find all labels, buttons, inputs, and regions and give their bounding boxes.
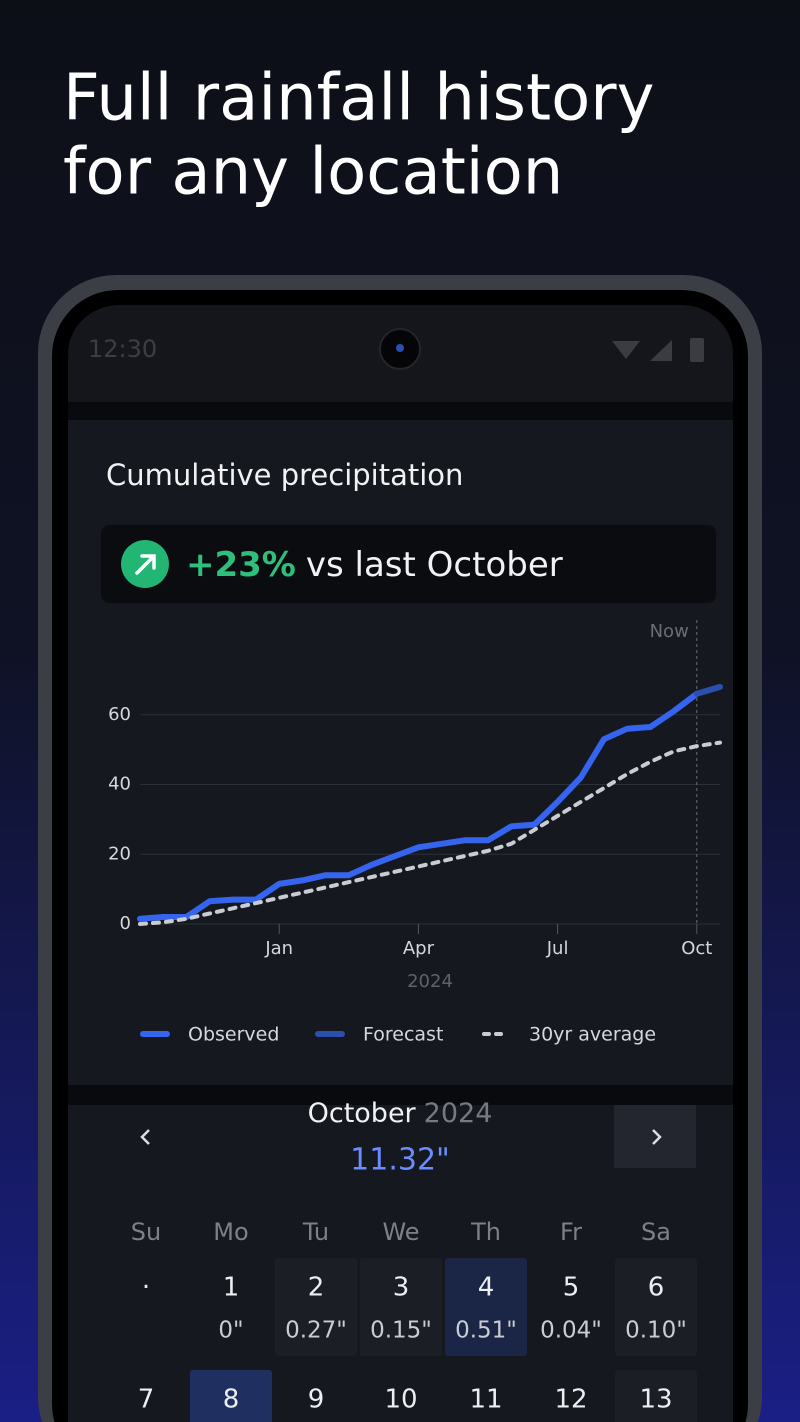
day-number[interactable]: 2 xyxy=(308,1273,325,1303)
day-number[interactable]: 12 xyxy=(554,1385,587,1415)
headline: for any location xyxy=(63,136,563,210)
y-tick-label: 0 xyxy=(120,913,131,934)
day-amount: 0.10" xyxy=(625,1318,687,1344)
series-line xyxy=(137,690,700,922)
y-tick-label: 60 xyxy=(108,704,131,725)
year: 2024 xyxy=(424,1098,493,1129)
headline: Full rainfall history xyxy=(63,62,654,136)
x-axis-label: 2024 xyxy=(407,971,453,992)
day-number[interactable]: 10 xyxy=(384,1385,417,1415)
day-amount: 0" xyxy=(218,1318,243,1344)
chart-card xyxy=(68,420,733,1085)
camera-lens xyxy=(396,344,404,352)
x-tick-label: Jan xyxy=(264,938,293,959)
day-amount: 0.15" xyxy=(370,1318,432,1344)
day-number[interactable]: 1 xyxy=(223,1273,240,1303)
badge-text: +23% vs last October xyxy=(186,545,563,585)
day-number[interactable]: 4 xyxy=(478,1273,495,1303)
y-tick-label: 40 xyxy=(108,774,131,795)
calendar-total: 11.32" xyxy=(350,1143,450,1178)
badge-change: +23% xyxy=(186,545,296,585)
day-number[interactable]: 9 xyxy=(308,1385,325,1415)
series-line xyxy=(138,740,722,926)
day-highlight xyxy=(190,1370,272,1422)
weekday: Sa xyxy=(641,1218,671,1246)
day-number[interactable]: 11 xyxy=(469,1385,502,1415)
day-number[interactable]: 6 xyxy=(648,1273,665,1303)
day-highlight xyxy=(275,1258,357,1356)
day-highlight xyxy=(615,1258,697,1356)
day-number[interactable]: · xyxy=(142,1273,150,1303)
badge-label: vs last October xyxy=(306,545,563,585)
x-tick-label: Oct xyxy=(681,938,712,959)
next-button[interactable] xyxy=(614,1105,696,1168)
day-amount: 0.04" xyxy=(540,1318,602,1344)
weekday: Fr xyxy=(560,1218,582,1246)
legend-label: Observed xyxy=(188,1024,279,1046)
day-number[interactable]: 5 xyxy=(563,1273,580,1303)
y-tick-label: 20 xyxy=(108,843,131,864)
weekday: We xyxy=(382,1218,419,1246)
day-highlight xyxy=(360,1258,442,1356)
legend-label: Forecast xyxy=(363,1024,443,1046)
legend-label: 30yr average xyxy=(529,1024,656,1046)
weekday: Th xyxy=(470,1218,501,1246)
x-tick-label: Apr xyxy=(403,938,435,959)
day-number[interactable]: 8 xyxy=(223,1385,240,1415)
next-icon xyxy=(652,1129,662,1145)
day-number[interactable]: 7 xyxy=(138,1385,155,1415)
chart: 0 20 40 60 Jan Apr Jul Oct 2024 Now Observed Foreca… xyxy=(108,620,723,1046)
day-number[interactable]: 3 xyxy=(393,1273,410,1303)
calendar-grid: Su Mo Tu We Th Fr Sa · 1 0" 2 0.27" 3 0.15" 4 0.51" 5 0.0… xyxy=(131,1218,697,1422)
status-time: 12:30 xyxy=(88,335,157,363)
calendar-month: October 2024 xyxy=(308,1098,493,1129)
signal-icon xyxy=(650,340,672,361)
month: October xyxy=(308,1098,417,1129)
day-amount: 0.51" xyxy=(455,1318,517,1344)
arrow-icon xyxy=(135,554,156,575)
series-line xyxy=(693,683,723,697)
weekday: Mo xyxy=(213,1218,248,1246)
x-tick-label: Jul xyxy=(546,938,569,959)
prev-button[interactable] xyxy=(140,1129,150,1145)
wifi-icon xyxy=(612,341,640,359)
battery-icon xyxy=(690,338,704,362)
day-highlight xyxy=(445,1258,527,1356)
day-amount: 0.27" xyxy=(285,1318,347,1344)
weekday: Su xyxy=(131,1218,161,1246)
card-title: Cumulative precipitation xyxy=(106,458,463,492)
badge xyxy=(101,525,716,603)
weekday: Tu xyxy=(302,1218,329,1246)
day-number[interactable]: 13 xyxy=(639,1385,672,1415)
day-highlight xyxy=(615,1370,697,1422)
now-label: Now xyxy=(650,621,689,642)
